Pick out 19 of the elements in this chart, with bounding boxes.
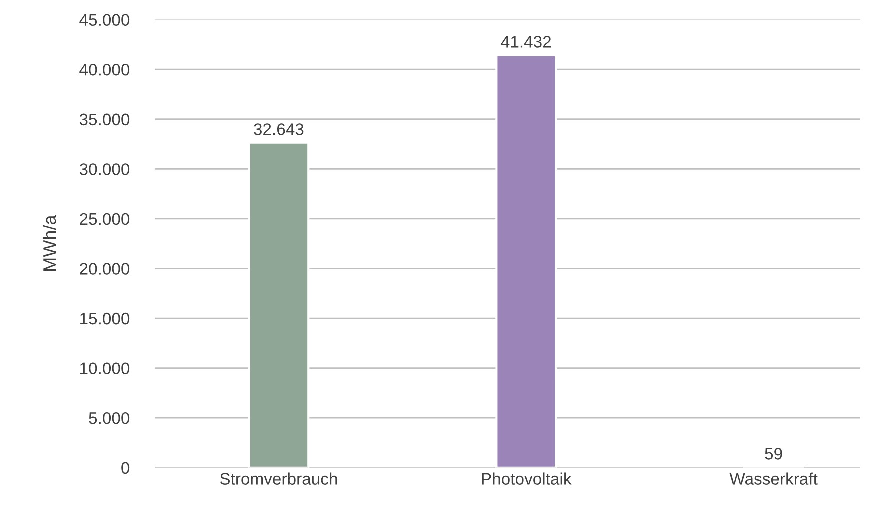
y-tick-label: 15.000 (80, 312, 130, 325)
bar (496, 54, 558, 468)
y-tick-label: 20.000 (80, 263, 130, 275)
y-axis-title: MWh/a (42, 215, 56, 271)
y-tick-label: 10.000 (80, 362, 130, 375)
y-tick-label: 30.000 (80, 164, 130, 176)
data-label: 59 (765, 448, 782, 460)
y-tick-label: 40.000 (80, 64, 130, 76)
y-tick-label: 0 (122, 462, 130, 474)
x-tick-label: Wasserkraft (730, 472, 818, 485)
y-tick-label: 35.000 (80, 114, 130, 126)
y-tick-label: 25.000 (80, 213, 130, 226)
x-tick-label: Photovoltaik (482, 472, 572, 485)
y-tick-label: 5.000 (89, 412, 130, 424)
data-label: 41.432 (501, 36, 552, 48)
data-label: 32.643 (254, 124, 304, 136)
x-tick-label: Stromverbrauch (220, 472, 338, 485)
y-tick-label: 45.000 (80, 14, 130, 26)
bar (248, 142, 310, 468)
